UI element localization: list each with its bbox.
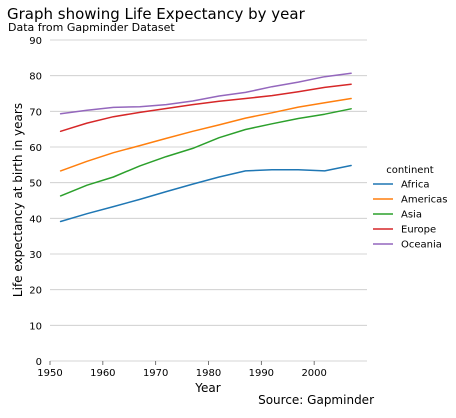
y-tick-label: 60 <box>29 143 42 154</box>
series-line-asia <box>59 108 352 197</box>
y-tick-label: 10 <box>29 321 42 332</box>
y-tick-label: 50 <box>29 179 42 190</box>
grid-layer <box>50 39 367 362</box>
y-tick-label: 30 <box>29 250 42 261</box>
legend-label-americas: Americas <box>401 195 447 206</box>
x-tick-label: 2000 <box>301 368 326 379</box>
y-tick-label: 40 <box>29 214 42 225</box>
legend-items: Africa Americas Asia Europe Oceania <box>373 180 447 251</box>
chart-caption: Source: Gapminder <box>258 393 374 407</box>
legend-label-africa: Africa <box>401 180 430 191</box>
series-line-americas <box>59 97 352 172</box>
legend: continent Africa Americas Asia Europe Oceani… <box>373 165 447 251</box>
axis-layer: 0 10 20 30 40 50 60 70 80 90 1950 1960 1970 1980 1990 2… <box>29 36 327 379</box>
y-tick-label: 90 <box>29 36 42 47</box>
y-tick-label: 20 <box>29 286 42 297</box>
chart-subtitle: Data from Gapminder Dataset <box>8 21 175 34</box>
chart-title: Graph showing Life Expectancy by year <box>7 5 306 23</box>
y-tick-label: 80 <box>29 72 42 83</box>
series-line-europe <box>59 83 352 133</box>
legend-label-oceania: Oceania <box>401 240 442 251</box>
y-tick-label: 0 <box>36 357 42 368</box>
legend-title: continent <box>386 165 433 176</box>
y-tick-label: 70 <box>29 107 42 118</box>
x-tick-label: 1970 <box>143 368 168 379</box>
x-tick-label: 1980 <box>196 368 221 379</box>
series-line-oceania <box>59 72 352 115</box>
y-axis-label: Life expectancy at birth in years <box>11 103 25 297</box>
legend-label-europe: Europe <box>401 225 436 236</box>
x-tick-label: 1950 <box>37 368 62 379</box>
x-tick-label: 1990 <box>249 368 274 379</box>
x-axis-label: Year <box>194 381 220 395</box>
x-tick-label: 1960 <box>90 368 115 379</box>
legend-label-asia: Asia <box>401 210 422 221</box>
series-line-africa <box>59 164 352 223</box>
series-layer <box>59 72 352 223</box>
